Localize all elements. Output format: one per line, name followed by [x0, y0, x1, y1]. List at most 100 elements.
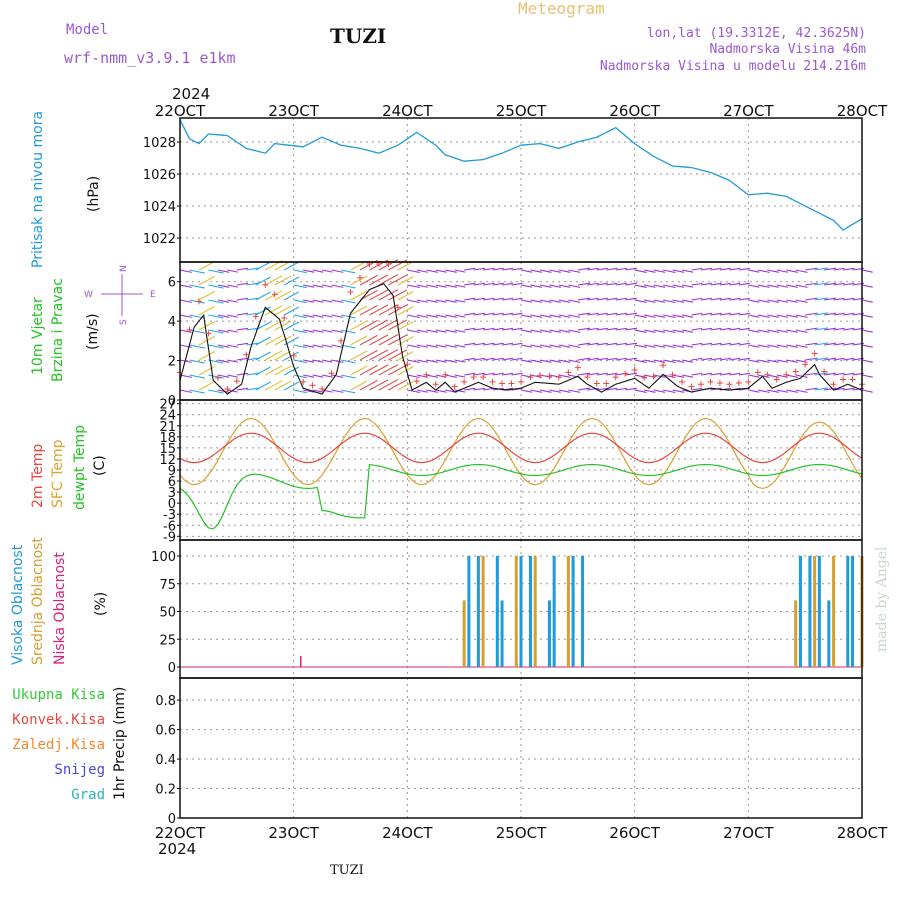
wind-arrow [369, 319, 389, 331]
wind-arrow [303, 314, 315, 318]
wind-arrow [388, 289, 408, 301]
wind-arrow [369, 379, 389, 391]
wind-arrow [246, 387, 260, 391]
wind-arrow [691, 312, 703, 316]
wind-arrow [217, 269, 230, 273]
cloud-bar [495, 556, 499, 667]
wind-gust-mark [584, 374, 591, 381]
x-tick-bottom: 26OCT [609, 824, 660, 842]
wind-arrow [615, 357, 628, 361]
wind-arrow [625, 327, 638, 331]
temp-ytick: -9 [163, 530, 176, 545]
wind-arrow [587, 267, 599, 271]
cloud-bar [533, 556, 537, 667]
wind-arrow [748, 314, 760, 318]
wind-arrow [549, 329, 561, 333]
cloud-bar [832, 556, 836, 667]
x-tick-top: 26OCT [609, 102, 660, 120]
wind-arrow [814, 267, 829, 271]
wind-arrow [520, 314, 533, 318]
wind-arrow [483, 372, 495, 376]
wind-arrow [748, 389, 760, 393]
wind-arrow [757, 329, 770, 333]
wind-arrow [719, 327, 731, 331]
year-top: 2024 [172, 85, 210, 103]
wind-gust-mark [489, 378, 496, 385]
wind-arrow [255, 381, 271, 391]
wind-arrow [264, 365, 283, 376]
wind-arrow [312, 359, 324, 363]
wind-arrow [312, 374, 324, 378]
wind-arrow [388, 274, 408, 286]
wind-arrow [530, 299, 542, 303]
wind-arrow [795, 314, 808, 318]
wind-arrow [842, 327, 855, 331]
wind-arrow [321, 269, 333, 273]
wind-arrow [416, 389, 428, 393]
wind-arrow [340, 269, 356, 274]
wind-arrow [454, 359, 466, 363]
wind-arrow [634, 344, 647, 348]
wind-arrow [625, 312, 638, 316]
wind-arrow [748, 284, 760, 288]
wind-arrow [824, 267, 837, 271]
x-tick-bottom: 25OCT [496, 824, 547, 842]
wind-arrow [492, 372, 504, 376]
wind-arrow [312, 344, 324, 348]
wind-arrow [473, 372, 486, 376]
wind-ylabel-a: 10m Vjetar [30, 297, 46, 375]
wind-arrow [264, 275, 283, 286]
wind-gust-mark [499, 380, 506, 387]
wind-arrow [644, 284, 656, 288]
wind-arrow [606, 372, 618, 376]
wind-arrow [634, 359, 647, 363]
wind-arrow [634, 329, 647, 333]
wind-ytick: 2 [168, 355, 176, 370]
wind-arrow [767, 359, 779, 363]
wind-arrow [473, 342, 486, 346]
wind-arrow [501, 357, 514, 361]
credit-watermark: made by Angel [874, 546, 890, 652]
wind-arrow [795, 374, 808, 378]
wind-arrow [549, 359, 561, 363]
wind-arrow [407, 314, 420, 319]
wind-arrow [700, 357, 712, 361]
lonlat-label: lon,lat (19.3312E, 42.3625N) [647, 26, 866, 41]
wind-gust-mark [195, 298, 202, 305]
wind-arrow [492, 327, 504, 331]
wind-arrow [805, 267, 818, 271]
wind-ytick: 0 [168, 394, 176, 409]
wind-gust-mark [735, 380, 742, 387]
wind-arrow [340, 284, 356, 289]
wind-arrow [662, 389, 676, 394]
wind-arrow [483, 297, 495, 301]
wind-arrow [767, 344, 779, 348]
wind-arrow [861, 344, 873, 348]
wind-arrow [198, 290, 216, 301]
wind-arrow [644, 359, 656, 363]
wind-arrow [577, 267, 591, 271]
wind-arrow [539, 314, 552, 318]
wind-arrow [738, 372, 750, 376]
cloud-bar [528, 556, 532, 667]
wind-arrow [303, 284, 315, 288]
wind-arrow [445, 344, 457, 348]
wind-arrow [795, 299, 808, 303]
wind-arrow [776, 329, 789, 333]
wind-arrow [246, 372, 260, 376]
temp-ytick: 0 [168, 497, 176, 512]
wind-arrow [634, 389, 647, 393]
wind-arrow [786, 389, 798, 393]
temp-ytick: 12 [159, 453, 176, 468]
wind-arrow [625, 297, 638, 301]
wind-arrow [719, 342, 731, 346]
wind-arrow [539, 389, 552, 393]
wind-gust-mark [461, 378, 468, 385]
wind-arrow [596, 387, 608, 391]
wind-arrow [350, 305, 368, 316]
wind-arrow [814, 357, 829, 361]
wind-arrow [606, 357, 618, 361]
wind-arrow [283, 291, 300, 301]
wind-gust-mark [773, 376, 780, 383]
cloud-ytick: 25 [159, 633, 176, 648]
